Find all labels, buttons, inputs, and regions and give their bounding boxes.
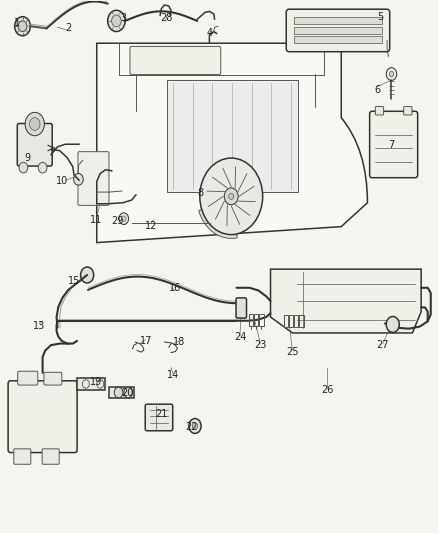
- FancyBboxPatch shape: [44, 372, 62, 385]
- Bar: [294, 315, 298, 327]
- FancyBboxPatch shape: [8, 381, 77, 453]
- FancyBboxPatch shape: [17, 124, 52, 166]
- FancyBboxPatch shape: [370, 111, 418, 177]
- Circle shape: [19, 163, 28, 173]
- Text: 27: 27: [377, 340, 389, 350]
- Text: 10: 10: [56, 176, 68, 187]
- Bar: [259, 314, 264, 326]
- Bar: [289, 315, 293, 327]
- Text: 21: 21: [155, 409, 168, 419]
- Bar: [294, 36, 382, 43]
- Circle shape: [38, 163, 47, 173]
- Circle shape: [200, 158, 263, 235]
- FancyBboxPatch shape: [236, 298, 247, 318]
- Text: 22: 22: [186, 422, 198, 432]
- Bar: [299, 315, 304, 327]
- Text: 18: 18: [173, 337, 185, 347]
- Text: 7: 7: [389, 140, 395, 150]
- Text: 15: 15: [68, 277, 80, 286]
- Text: 13: 13: [33, 321, 45, 331]
- Circle shape: [14, 17, 30, 36]
- Wedge shape: [199, 196, 237, 238]
- Bar: [294, 17, 382, 24]
- FancyBboxPatch shape: [42, 449, 59, 464]
- PathPatch shape: [97, 43, 367, 243]
- Circle shape: [112, 15, 121, 27]
- Circle shape: [229, 193, 234, 199]
- Bar: [294, 27, 382, 34]
- FancyBboxPatch shape: [404, 107, 412, 115]
- FancyBboxPatch shape: [375, 107, 384, 115]
- PathPatch shape: [271, 269, 421, 333]
- Circle shape: [386, 68, 397, 80]
- Circle shape: [81, 267, 94, 283]
- Bar: [77, 378, 106, 390]
- Circle shape: [29, 118, 40, 131]
- FancyBboxPatch shape: [78, 152, 109, 205]
- Text: 19: 19: [90, 377, 102, 387]
- Text: 24: 24: [234, 332, 246, 342]
- Text: 17: 17: [139, 336, 152, 346]
- Text: 5: 5: [378, 12, 384, 22]
- Text: 28: 28: [160, 13, 173, 23]
- Text: 6: 6: [374, 85, 380, 95]
- FancyBboxPatch shape: [145, 404, 173, 431]
- Circle shape: [389, 71, 394, 77]
- Circle shape: [18, 21, 27, 31]
- Circle shape: [386, 317, 399, 333]
- Text: 2: 2: [65, 23, 71, 34]
- FancyBboxPatch shape: [130, 46, 221, 75]
- Circle shape: [192, 423, 198, 429]
- Circle shape: [108, 10, 125, 31]
- Text: 26: 26: [321, 385, 333, 395]
- FancyBboxPatch shape: [14, 449, 31, 464]
- Text: 4: 4: [206, 28, 212, 38]
- Text: 25: 25: [286, 346, 299, 357]
- Circle shape: [124, 387, 133, 398]
- Text: 14: 14: [167, 370, 179, 381]
- Text: 23: 23: [254, 340, 267, 350]
- Circle shape: [119, 213, 129, 224]
- Text: 11: 11: [90, 215, 102, 225]
- Text: 20: 20: [121, 388, 134, 398]
- Bar: [166, 80, 297, 192]
- Circle shape: [122, 216, 126, 221]
- Text: 3: 3: [120, 13, 126, 23]
- Bar: [109, 386, 134, 398]
- Circle shape: [114, 387, 123, 398]
- FancyBboxPatch shape: [286, 9, 390, 52]
- Text: 9: 9: [25, 152, 31, 163]
- Circle shape: [224, 188, 238, 205]
- Text: 12: 12: [145, 221, 158, 231]
- FancyBboxPatch shape: [18, 371, 38, 385]
- Circle shape: [25, 112, 44, 136]
- Circle shape: [74, 173, 83, 185]
- Text: 8: 8: [198, 188, 204, 198]
- Bar: [254, 314, 258, 326]
- Bar: [284, 315, 288, 327]
- Text: 1: 1: [14, 18, 20, 28]
- Text: 16: 16: [169, 283, 181, 293]
- Text: 29: 29: [112, 216, 124, 227]
- Circle shape: [189, 418, 201, 433]
- Bar: [249, 314, 253, 326]
